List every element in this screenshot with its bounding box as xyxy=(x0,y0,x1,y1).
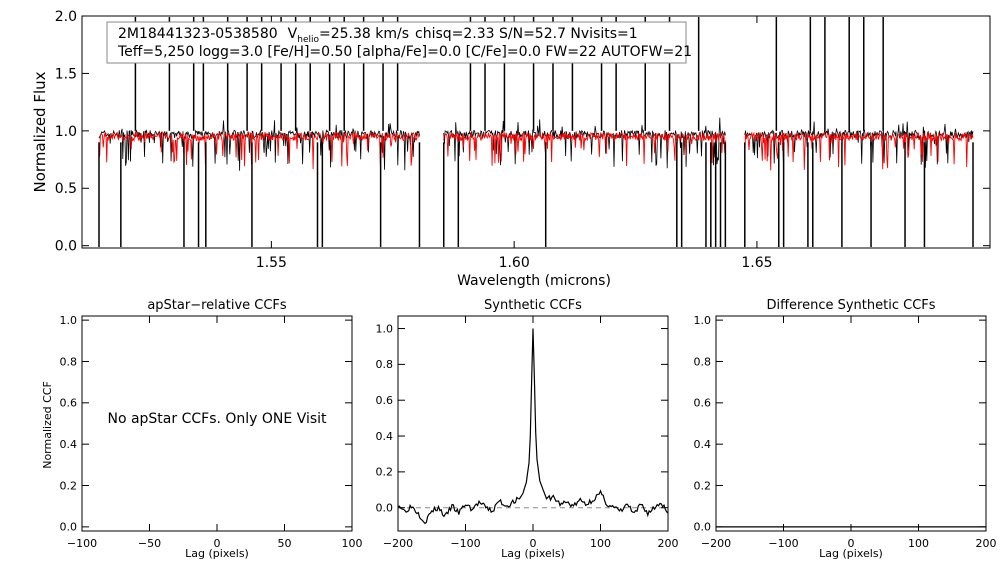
x-tick-label: −100 xyxy=(768,537,798,550)
y-tick-label: 0.4 xyxy=(60,438,78,451)
synthetic-xlabel: Lag (pixels) xyxy=(501,547,565,560)
difference-xlabel: Lag (pixels) xyxy=(819,547,883,560)
x-tick-label: −100 xyxy=(67,537,97,550)
apstar-message: No apStar CCFs. Only ONE Visit xyxy=(107,411,327,427)
spectrum-xlabel: Wavelength (microns) xyxy=(457,273,611,289)
x-tick-label: 50 xyxy=(278,537,292,550)
annotation-line-1: 2M18441323-0538580 Vhelio=25.38 km/s chisq… xyxy=(118,26,638,45)
vhelio-value: =25.38 km/s xyxy=(319,26,409,42)
y-tick-label: 0.5 xyxy=(55,181,77,197)
x-tick-label: −200 xyxy=(701,537,731,550)
vhelio-subscript: helio xyxy=(297,35,319,45)
y-tick-label: 0.0 xyxy=(60,521,78,534)
x-tick-label: 0 xyxy=(848,537,855,550)
y-tick-label: 0.2 xyxy=(376,466,394,479)
vhelio-prefix: V xyxy=(288,26,298,42)
x-tick-label: 100 xyxy=(908,537,929,550)
y-tick-label: 0.8 xyxy=(694,355,712,368)
x-tick-label: −200 xyxy=(383,537,413,550)
y-tick-label: 0.6 xyxy=(60,397,78,410)
x-tick-label: 200 xyxy=(976,537,997,550)
x-tick-label: 200 xyxy=(658,537,679,550)
y-tick-label: 1.0 xyxy=(55,124,77,140)
x-tick-label: 1.65 xyxy=(741,255,772,271)
spectrum-panel: 1.55 1.60 1.65 0.0 0.5 1.0 1.5 2.0 2M18441323-0… xyxy=(31,9,991,289)
y-tick-label: 1.0 xyxy=(60,314,78,327)
synthetic-ticks: −200 −100 0 100 200 0.0 0.2 0.4 0.6 0.8 1.0 xyxy=(376,316,679,550)
spectrum-frame xyxy=(81,15,991,249)
synthetic-title: Synthetic CCFs xyxy=(484,298,582,313)
spectrum-ylabel: Normalized Flux xyxy=(31,71,49,192)
y-tick-label: 0.0 xyxy=(694,521,712,534)
y-tick-label: 0.2 xyxy=(694,479,712,492)
x-tick-label: −50 xyxy=(138,537,161,550)
synthetic-panel: −200 −100 0 100 200 0.0 0.2 0.4 0.6 0.8 1.0 Synthe… xyxy=(376,298,679,560)
y-tick-label: 0.4 xyxy=(694,438,712,451)
y-tick-label: 0.0 xyxy=(376,502,394,515)
y-tick-label: 0.6 xyxy=(694,397,712,410)
y-tick-label: 0.2 xyxy=(60,479,78,492)
y-tick-label: 0.4 xyxy=(376,430,394,443)
apstar-ylabel: Normalized CCF xyxy=(41,381,54,469)
annotation-stats: chisq=2.33 S/N=52.7 Nvisits=1 xyxy=(415,26,638,42)
x-tick-label: 100 xyxy=(590,537,611,550)
star-id: 2M18441323-0538580 xyxy=(118,26,278,42)
apstar-panel: −100 −50 0 50 100 0.0 0.2 0.4 0.6 0.8 1.0 apStar−r… xyxy=(41,298,363,560)
y-tick-label: 2.0 xyxy=(55,9,77,25)
apstar-title: apStar−relative CCFs xyxy=(147,298,287,313)
apstar-xlabel: Lag (pixels) xyxy=(185,547,249,560)
y-tick-label: 0.8 xyxy=(60,355,78,368)
y-tick-label: 0.8 xyxy=(376,358,394,371)
x-tick-label: 0 xyxy=(214,537,221,550)
x-tick-label: 1.60 xyxy=(499,255,530,271)
x-tick-label: 100 xyxy=(342,537,363,550)
spectrum-ticks: 1.55 1.60 1.65 0.0 0.5 1.0 1.5 2.0 xyxy=(55,9,990,271)
synthetic-spectrum-line xyxy=(98,131,974,171)
apstar-ticks: −100 −50 0 50 100 0.0 0.2 0.4 0.6 0.8 1.0 xyxy=(60,314,363,550)
synthetic-ccf-line xyxy=(397,328,669,525)
x-tick-label: 1.55 xyxy=(256,255,287,271)
y-tick-label: 0.0 xyxy=(55,239,77,255)
y-tick-label: 1.0 xyxy=(694,314,712,327)
difference-panel: −200 −100 0 100 200 0.0 0.2 0.4 0.6 0.8 1.0 Differ… xyxy=(694,298,997,560)
annotation-box xyxy=(106,21,687,64)
difference-title: Difference Synthetic CCFs xyxy=(766,298,935,313)
y-tick-label: 1.5 xyxy=(55,66,77,82)
y-tick-label: 1.0 xyxy=(376,322,394,335)
x-tick-label: 0 xyxy=(530,537,537,550)
difference-frame xyxy=(715,315,987,532)
difference-ticks: −200 −100 0 100 200 0.0 0.2 0.4 0.6 0.8 1.0 xyxy=(694,314,997,550)
annotation-line-2: Teff=5,250 logg=3.0 [Fe/H]=0.50 [alpha/F… xyxy=(117,44,692,60)
y-tick-label: 0.6 xyxy=(376,394,394,407)
x-tick-label: −100 xyxy=(450,537,480,550)
